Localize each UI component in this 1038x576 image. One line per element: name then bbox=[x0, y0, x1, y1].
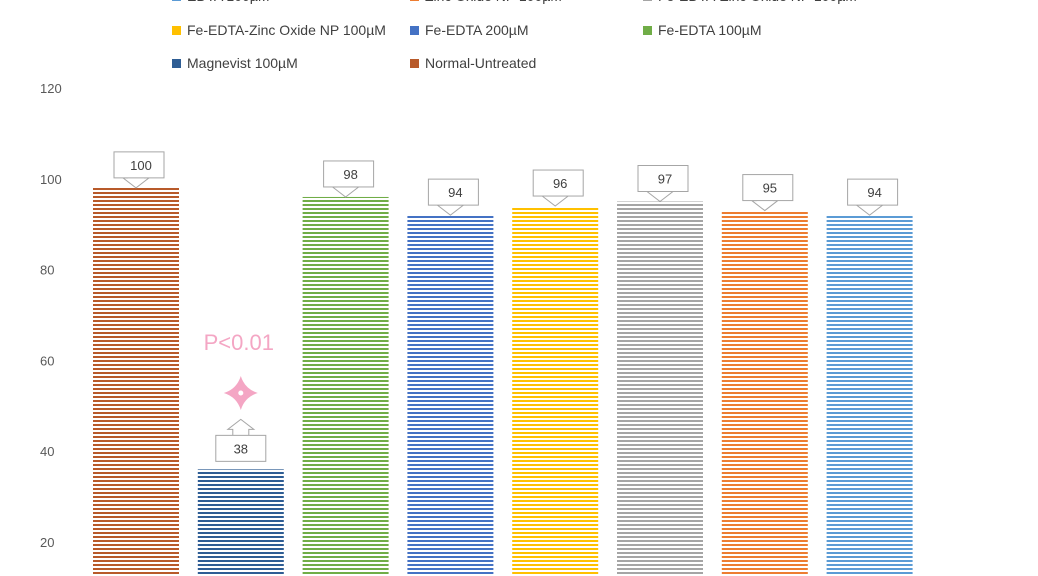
data-label-callout bbox=[750, 200, 780, 212]
data-label-callout bbox=[855, 204, 885, 216]
data-label-callout bbox=[435, 204, 465, 216]
data-label: 95 bbox=[763, 181, 777, 196]
legend-swatch bbox=[410, 0, 419, 1]
star-center bbox=[238, 390, 244, 396]
data-label: 38 bbox=[234, 441, 248, 456]
legend-label: Fe-EDTA-Zinc Oxide NP 100µM bbox=[187, 22, 386, 38]
legend-item: Normal-Untreated bbox=[410, 55, 536, 71]
data-label-box bbox=[427, 178, 479, 206]
data-label-callout bbox=[331, 186, 361, 198]
legend-label: Fe-EDTA 100µM bbox=[658, 22, 762, 38]
bar bbox=[721, 210, 808, 576]
legend-item: Zinc Oxide NP 100µM bbox=[410, 0, 562, 4]
y-tick-label: 120 bbox=[40, 81, 62, 96]
legend-label: Fe-EDTA 200µM bbox=[425, 22, 529, 38]
legend-item: Fe-EDTA-Zinc Oxide NP 100µM bbox=[643, 0, 857, 4]
bar bbox=[302, 196, 389, 576]
legend-label: Fe-EDTA-Zinc Oxide NP 100µM bbox=[658, 0, 857, 4]
data-label: 100 bbox=[130, 158, 152, 173]
y-tick-label: 100 bbox=[40, 172, 62, 187]
legend-item: Fe-EDTA 100µM bbox=[643, 22, 762, 38]
legend-label: Magnevist 100µM bbox=[187, 55, 298, 71]
data-label: 98 bbox=[343, 167, 357, 182]
legend-label: Normal-Untreated bbox=[425, 55, 537, 71]
data-label: 94 bbox=[867, 185, 881, 200]
legend-swatch bbox=[172, 0, 181, 1]
data-label-callout bbox=[121, 177, 151, 189]
legend-item: EDTA 100µM bbox=[172, 0, 270, 4]
data-label-box bbox=[847, 178, 899, 206]
bar bbox=[407, 215, 494, 576]
data-label: 97 bbox=[658, 172, 672, 187]
data-label-box bbox=[532, 169, 584, 197]
legend-swatch bbox=[172, 58, 181, 68]
legend-swatch bbox=[172, 25, 181, 35]
legend-label: EDTA 100µM bbox=[187, 0, 270, 4]
bar bbox=[512, 206, 599, 576]
data-label-callout bbox=[226, 418, 256, 436]
data-label-box bbox=[742, 174, 794, 202]
y-tick-label: 80 bbox=[40, 263, 54, 278]
legend-swatch bbox=[410, 58, 419, 68]
legend-swatch bbox=[410, 25, 419, 35]
legend-item: Fe-EDTA-Zinc Oxide NP 100µM bbox=[172, 22, 386, 38]
y-tick-label: 40 bbox=[40, 444, 54, 459]
data-label-callout bbox=[540, 195, 570, 207]
data-label-box bbox=[637, 165, 689, 192]
bar bbox=[93, 187, 179, 576]
legend-item: Fe-EDTA 200µM bbox=[410, 22, 529, 38]
data-label-box bbox=[215, 434, 267, 462]
legend-swatch bbox=[643, 25, 652, 35]
data-label: 96 bbox=[553, 176, 567, 191]
data-label-callout bbox=[645, 191, 675, 203]
legend-swatch bbox=[643, 0, 652, 1]
legend-item: Magnevist 100µM bbox=[172, 55, 298, 71]
y-tick-label: 60 bbox=[40, 353, 54, 368]
bar bbox=[617, 201, 703, 576]
data-label-box bbox=[113, 151, 165, 179]
legend-label: Zinc Oxide NP 100µM bbox=[425, 0, 562, 4]
significance-annotation: P<0.01 bbox=[204, 330, 274, 355]
data-label-box bbox=[323, 160, 375, 188]
bar bbox=[826, 215, 913, 576]
data-label: 94 bbox=[448, 185, 462, 200]
bar bbox=[197, 469, 284, 576]
y-tick-label: 20 bbox=[40, 535, 54, 550]
